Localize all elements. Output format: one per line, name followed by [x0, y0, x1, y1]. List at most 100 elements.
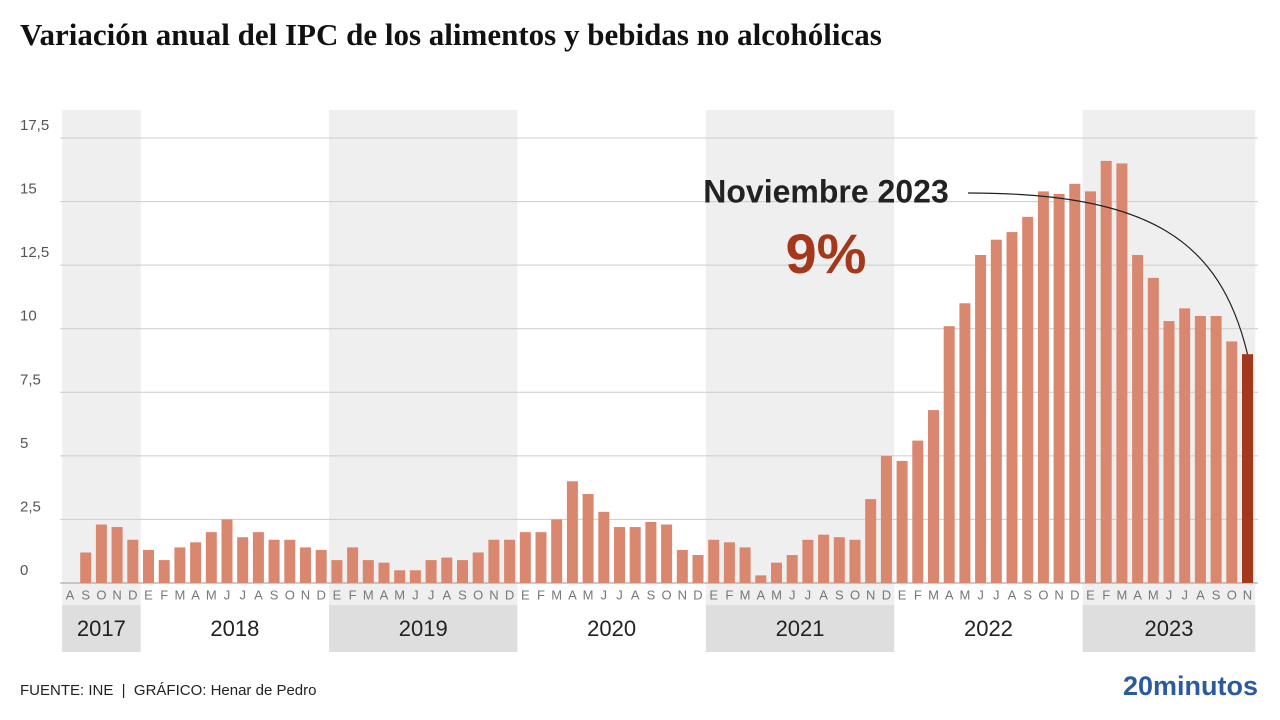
x-tick-label: E	[898, 587, 907, 602]
x-tick-label: F	[914, 587, 922, 602]
y-tick-label: 12,5	[20, 244, 49, 261]
y-tick-label: 0	[20, 562, 28, 579]
annotation-label: Noviembre 2023	[703, 173, 948, 209]
x-tick-label: D	[505, 587, 514, 602]
x-tick-label: J	[805, 587, 812, 602]
y-tick-label: 5	[20, 435, 28, 452]
x-tick-label: O	[850, 587, 860, 602]
x-tick-label: N	[489, 587, 498, 602]
x-tick-label: N	[866, 587, 875, 602]
bar	[614, 527, 625, 583]
x-tick-label: N	[1054, 587, 1063, 602]
year-label-band	[1082, 605, 1256, 652]
bar	[1006, 232, 1018, 584]
bar	[598, 511, 610, 583]
bar	[472, 552, 484, 583]
x-tick-label: D	[317, 587, 326, 602]
year-label-band	[62, 605, 141, 652]
bar	[802, 539, 814, 583]
bar	[1132, 254, 1144, 583]
x-tick-label: M	[363, 587, 374, 602]
y-tick-label: 15	[20, 181, 37, 198]
x-tick-label: M	[206, 587, 217, 602]
x-tick-label: A	[631, 587, 640, 602]
bar	[504, 539, 516, 583]
x-tick-label: J	[601, 587, 608, 602]
x-tick-label: F	[1102, 587, 1110, 602]
bar	[409, 570, 421, 583]
chart-title: Variación anual del IPC de los alimentos…	[20, 17, 882, 52]
bar	[849, 539, 861, 583]
bar	[1085, 191, 1096, 583]
bar	[1147, 277, 1159, 583]
x-tick-label: A	[568, 587, 577, 602]
bar	[378, 562, 390, 583]
bar	[111, 527, 123, 583]
y-tick-label: 10	[20, 308, 37, 325]
x-tick-label: J	[993, 587, 1000, 602]
x-tick-label: E	[521, 587, 530, 602]
x-tick-label: J	[224, 587, 231, 602]
bar	[1053, 193, 1065, 583]
x-tick-label: J	[412, 587, 419, 602]
bar	[1069, 183, 1081, 583]
bar	[362, 560, 374, 583]
year-label: 2017	[77, 616, 126, 641]
x-tick-label: O	[473, 587, 483, 602]
x-tick-label: S	[1212, 587, 1221, 602]
bar	[300, 547, 311, 583]
x-tick-label: O	[662, 587, 672, 602]
year-label-band	[705, 605, 895, 652]
x-tick-label: M	[1148, 587, 1159, 602]
y-tick-label: 2,5	[20, 498, 41, 515]
x-tick-label: J	[239, 587, 246, 602]
x-tick-label: J	[1166, 587, 1173, 602]
x-tick-label: S	[647, 587, 656, 602]
bar	[80, 552, 92, 583]
x-tick-label: D	[693, 587, 702, 602]
bar	[661, 524, 673, 583]
year-band	[62, 110, 141, 605]
x-tick-label: D	[882, 587, 891, 602]
x-tick-label: S	[458, 587, 467, 602]
x-tick-label: A	[1008, 587, 1017, 602]
y-tick-label: 17,5	[20, 117, 49, 134]
y-tick-label: 7,5	[20, 371, 41, 388]
bar	[488, 539, 500, 583]
x-tick-label: E	[144, 587, 153, 602]
bar	[551, 519, 563, 583]
bar	[912, 440, 924, 583]
x-tick-label: M	[583, 587, 594, 602]
x-tick-label: J	[428, 587, 435, 602]
bar	[896, 460, 908, 583]
x-tick-label: F	[160, 587, 168, 602]
x-tick-label: M	[394, 587, 405, 602]
year-label: 2021	[776, 616, 825, 641]
x-tick-label: E	[709, 587, 718, 602]
bar	[928, 410, 939, 583]
x-tick-label: A	[66, 587, 75, 602]
x-tick-label: A	[1196, 587, 1205, 602]
bar	[237, 537, 249, 583]
bar	[127, 539, 139, 583]
x-tick-label: M	[959, 587, 970, 602]
x-tick-label: J	[977, 587, 984, 602]
source: FUENTE: INE | GRÁFICO: Henar de Pedro	[20, 682, 316, 699]
bar	[959, 303, 971, 583]
x-tick-label: J	[616, 587, 623, 602]
x-tick-label: N	[1243, 587, 1252, 602]
bar	[723, 542, 735, 583]
bar	[1163, 321, 1175, 583]
bar	[771, 562, 782, 583]
bar	[865, 499, 877, 583]
bar	[535, 532, 547, 583]
x-tick-label: S	[270, 587, 279, 602]
x-tick-label: D	[1070, 587, 1079, 602]
x-tick-label: M	[1116, 587, 1127, 602]
x-tick-label: O	[285, 587, 295, 602]
x-tick-label: A	[442, 587, 451, 602]
x-tick-label: O	[1227, 587, 1237, 602]
bar	[252, 532, 264, 583]
x-tick-label: F	[537, 587, 545, 602]
